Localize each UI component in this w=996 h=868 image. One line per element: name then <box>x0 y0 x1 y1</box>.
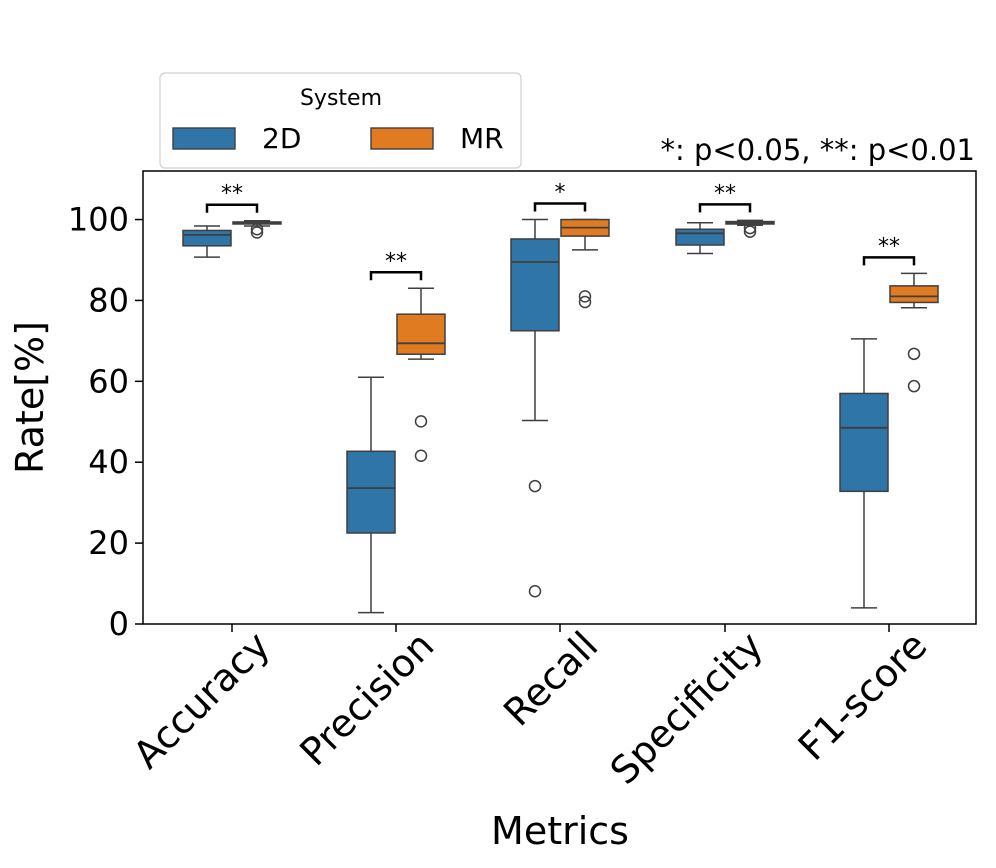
y-tick-label: 20 <box>88 524 129 562</box>
outlier-point <box>578 295 592 309</box>
box-2d <box>182 229 232 247</box>
legend-swatch-2d <box>172 127 236 150</box>
outlier-point <box>250 226 264 239</box>
legend-label-2d: 2D <box>262 122 301 155</box>
significance-note: *: p<0.05, **: p<0.01 <box>661 133 975 167</box>
y-axis-label: Rate[%] <box>8 321 52 474</box>
y-tick-label: 60 <box>88 362 129 400</box>
legend-title: System <box>300 86 382 111</box>
significance-bracket <box>862 256 916 266</box>
outlier-point <box>743 225 757 238</box>
significance-label: ** <box>714 181 736 206</box>
x-axis-label: Metrics <box>491 809 629 853</box>
box-mr <box>396 313 446 355</box>
significance-label: ** <box>385 249 407 274</box>
box-mr <box>889 285 939 304</box>
significance-label: ** <box>878 234 900 259</box>
legend: System 2D MR <box>159 72 522 169</box>
box-2d <box>510 238 560 332</box>
significance-bracket <box>698 203 752 213</box>
significance-bracket <box>533 202 587 212</box>
outlier-point <box>907 347 921 361</box>
outlier-point <box>907 379 921 393</box>
outlier-point <box>250 222 264 236</box>
significance-bracket <box>369 271 423 281</box>
legend-swatch-mr <box>370 127 434 150</box>
significance-label: * <box>555 181 566 206</box>
significance-bracket <box>205 203 259 213</box>
outlier-point <box>528 584 542 598</box>
outlier-point <box>414 415 428 428</box>
outlier-point <box>414 449 428 462</box>
significance-label: ** <box>221 182 243 207</box>
outlier-point <box>743 221 757 235</box>
box-2d <box>346 450 396 534</box>
outlier-point <box>578 290 592 303</box>
y-tick-label: 100 <box>68 201 129 239</box>
plot-layer: ***** **** <box>182 181 939 614</box>
y-axis-ticks: 0 20 40 60 80 100 <box>68 201 143 643</box>
outlier-point <box>528 479 542 493</box>
y-tick-label: 0 <box>109 605 129 643</box>
y-tick-label: 80 <box>88 281 129 319</box>
box-2d <box>675 228 725 246</box>
y-tick-label: 40 <box>88 443 129 481</box>
box-2d <box>839 392 889 493</box>
legend-label-mr: MR <box>460 122 504 155</box>
